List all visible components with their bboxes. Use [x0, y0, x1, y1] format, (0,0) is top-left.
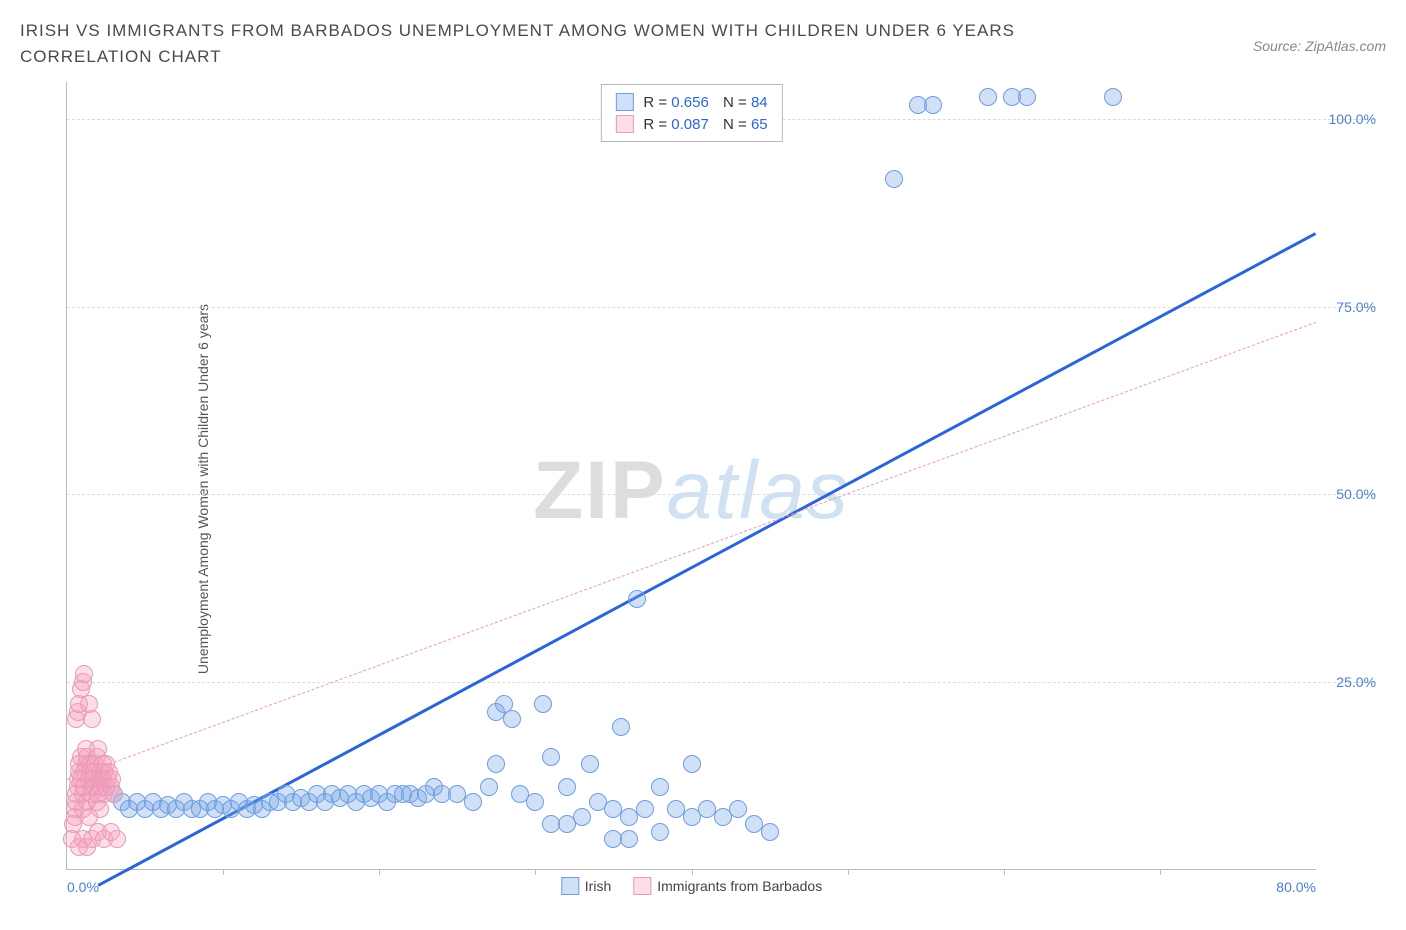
plot-region: ZIPatlas R = 0.656 N = 84 R = 0.087 N = …	[66, 82, 1316, 870]
data-point	[542, 748, 560, 766]
data-point	[628, 590, 646, 608]
data-point	[464, 793, 482, 811]
stats-legend: R = 0.656 N = 84 R = 0.087 N = 65	[600, 84, 782, 142]
x-tick	[379, 869, 380, 875]
data-point	[487, 755, 505, 773]
swatch-irish-bottom	[561, 877, 579, 895]
data-point	[526, 793, 544, 811]
legend-item-barbados: Immigrants from Barbados	[633, 877, 822, 895]
data-point	[612, 718, 630, 736]
data-point	[503, 710, 521, 728]
data-point	[108, 830, 126, 848]
data-point	[683, 755, 701, 773]
series-legend: Irish Immigrants from Barbados	[561, 877, 822, 895]
y-tick-label: 25.0%	[1336, 674, 1376, 690]
data-point	[581, 755, 599, 773]
x-tick	[848, 869, 849, 875]
y-tick-label: 50.0%	[1336, 486, 1376, 502]
x-tick-label: 0.0%	[67, 879, 99, 895]
data-point	[75, 665, 93, 683]
source-label: Source: ZipAtlas.com	[1253, 38, 1386, 54]
gridline	[67, 494, 1376, 495]
data-point	[105, 785, 123, 803]
x-tick	[535, 869, 536, 875]
data-point	[620, 830, 638, 848]
swatch-barbados-bottom	[633, 877, 651, 895]
data-point	[636, 800, 654, 818]
chart-title: IRISH VS IMMIGRANTS FROM BARBADOS UNEMPL…	[20, 18, 1120, 69]
x-tick	[1004, 869, 1005, 875]
data-point	[651, 778, 669, 796]
data-point	[729, 800, 747, 818]
x-tick	[1160, 869, 1161, 875]
data-point	[1018, 88, 1036, 106]
data-point	[534, 695, 552, 713]
regression-line	[67, 322, 1316, 780]
gridline	[67, 682, 1376, 683]
data-point	[1104, 88, 1122, 106]
stats-row-barbados: R = 0.087 N = 65	[615, 113, 767, 135]
y-tick-label: 75.0%	[1336, 299, 1376, 315]
x-tick-label: 80.0%	[1276, 879, 1316, 895]
swatch-irish	[615, 93, 633, 111]
data-point	[885, 170, 903, 188]
data-point	[573, 808, 591, 826]
chart-header: IRISH VS IMMIGRANTS FROM BARBADOS UNEMPL…	[0, 0, 1406, 69]
data-point	[83, 710, 101, 728]
y-tick-label: 100.0%	[1329, 111, 1376, 127]
swatch-barbados	[615, 115, 633, 133]
data-point	[651, 823, 669, 841]
chart-area: Unemployment Among Women with Children U…	[48, 82, 1316, 895]
data-point	[558, 778, 576, 796]
data-point	[979, 88, 997, 106]
x-tick	[223, 869, 224, 875]
legend-item-irish: Irish	[561, 877, 611, 895]
stats-row-irish: R = 0.656 N = 84	[615, 91, 767, 113]
data-point	[924, 96, 942, 114]
data-point	[761, 823, 779, 841]
watermark: ZIPatlas	[533, 444, 850, 538]
data-point	[480, 778, 498, 796]
x-tick	[692, 869, 693, 875]
